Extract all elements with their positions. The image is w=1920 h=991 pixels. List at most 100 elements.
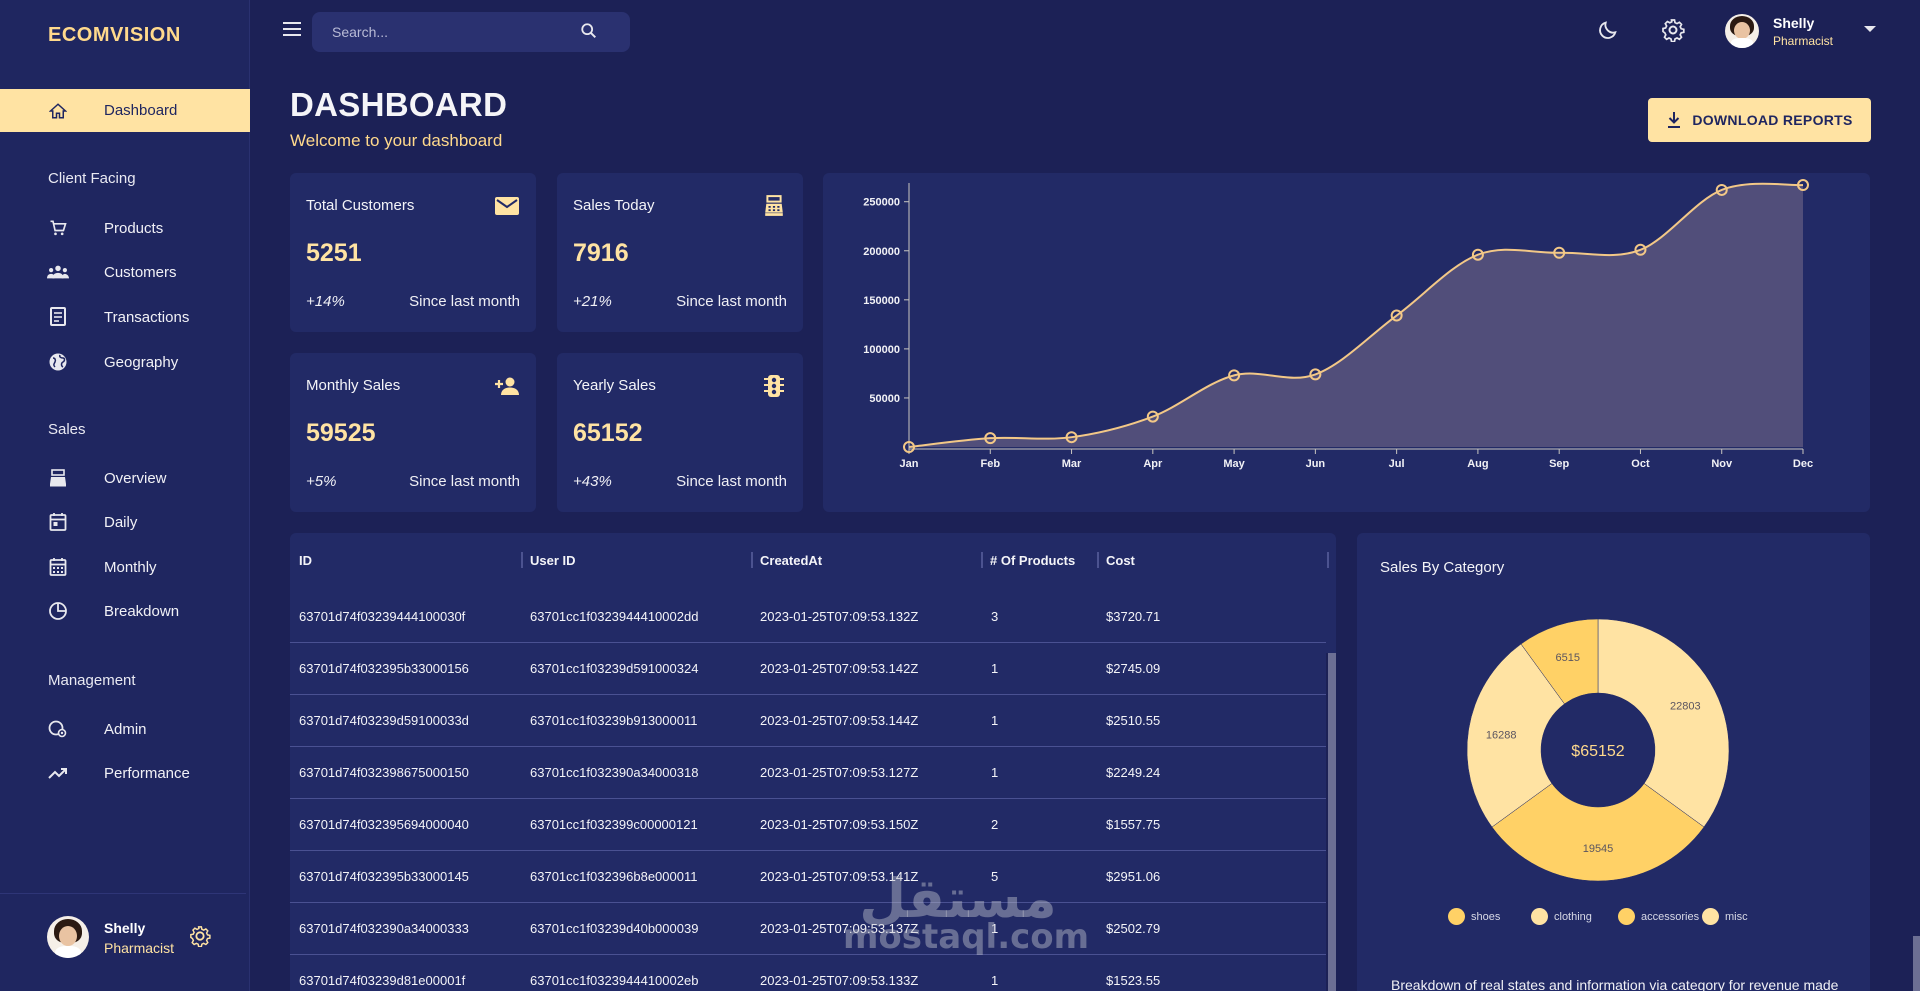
table-row[interactable]: 63701d74f03239d81e00001f 63701cc1f032394… [290, 955, 1326, 991]
receipt-icon [47, 306, 69, 328]
cell-products: 1 [991, 661, 999, 676]
search-input[interactable] [332, 22, 572, 42]
table-row[interactable]: 63701d74f032390a34000333 63701cc1f03239d… [290, 903, 1326, 955]
data-point [1309, 368, 1322, 381]
user-menu[interactable]: Shelly Pharmacist [1725, 14, 1876, 48]
sidebar-item-label: Transactions [104, 308, 190, 326]
legend-item-accessories[interactable]: accessories [1618, 908, 1699, 925]
column-separator[interactable] [1097, 552, 1099, 568]
column-header-created-at[interactable]: CreatedAt [760, 553, 823, 568]
table-row[interactable]: 63701d74f032395b33000145 63701cc1f032396… [290, 851, 1326, 903]
cell-id: 63701d74f032395694000040 [299, 817, 469, 832]
legend-item-misc[interactable]: misc [1702, 908, 1748, 925]
column-separator[interactable] [751, 552, 753, 568]
column-separator[interactable] [1327, 552, 1329, 568]
calendar-day-icon [47, 511, 69, 533]
cell-products: 1 [991, 765, 999, 780]
cell-id: 63701d74f032395b33000156 [299, 661, 469, 676]
column-header-cost[interactable]: Cost [1106, 553, 1135, 568]
cell-cost: $2951.06 [1106, 869, 1161, 884]
sidebar-item-performance[interactable]: Performance [0, 753, 250, 793]
data-point [1715, 183, 1728, 196]
table-row[interactable]: 63701d74f03239d59100033d 63701cc1f03239b… [290, 695, 1326, 747]
dark-mode-icon[interactable] [1596, 18, 1620, 42]
slice-misc [1466, 643, 1565, 828]
stat-change: +21% [573, 293, 612, 310]
globe-icon [47, 351, 69, 373]
data-point [1390, 309, 1403, 322]
sidebar-item-geography[interactable]: Geography [0, 342, 250, 382]
stat-card-yearly-sales: Yearly Sales 65152 +43% Since last month [557, 353, 803, 512]
table-row[interactable]: 63701d74f03239444100030f 63701cc1f032394… [290, 591, 1326, 643]
stat-value: 65152 [573, 419, 643, 447]
stat-change: +43% [573, 473, 612, 490]
cell-created-at: 2023-01-25T07:09:53.141Z [760, 869, 919, 884]
chevron-down-icon[interactable] [1864, 26, 1876, 32]
column-header-id[interactable]: ID [299, 553, 312, 568]
stat-title: Total Customers [306, 197, 415, 214]
cell-user-id: 63701cc1f032399c00000121 [530, 817, 698, 832]
home-icon [47, 100, 69, 122]
admin-icon [47, 718, 69, 740]
user-role: Pharmacist [104, 940, 175, 956]
sidebar-item-customers[interactable]: Customers [0, 252, 250, 292]
brand-logo[interactable]: ECOMVISION [48, 24, 181, 46]
cell-id: 63701d74f03239d81e00001f [299, 973, 466, 988]
table-row[interactable]: 63701d74f032395694000040 63701cc1f032399… [290, 799, 1326, 851]
y-tick-label: 250000 [863, 197, 900, 209]
slice-clothing [1597, 618, 1730, 828]
column-separator[interactable] [521, 552, 523, 568]
x-tick-label: Dec [1793, 458, 1813, 470]
settings-gear-icon[interactable] [1661, 18, 1685, 42]
column-header-products[interactable]: # Of Products [990, 553, 1076, 568]
sidebar-item-breakdown[interactable]: Breakdown [0, 591, 250, 631]
sidebar-item-monthly[interactable]: Monthly [0, 547, 250, 587]
page-scrollbar-thumb[interactable] [1913, 936, 1920, 991]
x-tick-label: Oct [1631, 458, 1650, 470]
table-scrollbar-thumb[interactable] [1328, 653, 1336, 991]
table-row[interactable]: 63701d74f032395b33000156 63701cc1f03239d… [290, 643, 1326, 695]
stat-card-total-customers: Total Customers 5251 +14% Since last mon… [290, 173, 536, 332]
column-header-user-id[interactable]: User ID [530, 553, 576, 568]
sidebar-item-products[interactable]: Products [0, 208, 250, 248]
download-reports-button[interactable]: DOWNLOAD REPORTS [1648, 98, 1871, 142]
cell-user-id: 63701cc1f032390a34000318 [530, 765, 699, 780]
sidebar-item-transactions[interactable]: Transactions [0, 297, 250, 337]
cell-created-at: 2023-01-25T07:09:53.132Z [760, 609, 919, 624]
y-tick-label: 100000 [863, 344, 900, 356]
sidebar-item-dashboard[interactable]: Dashboard [0, 89, 250, 132]
user-name: Shelly [1773, 15, 1815, 31]
point-of-sale-icon [761, 193, 787, 219]
legend-item-clothing[interactable]: clothing [1531, 908, 1592, 925]
stat-value: 7916 [573, 239, 629, 267]
page-subtitle: Welcome to your dashboard [290, 131, 503, 150]
x-tick-label: Jun [1306, 458, 1326, 470]
data-point [1471, 248, 1484, 261]
sidebar-item-overview[interactable]: Overview [0, 458, 250, 498]
watermark-arabic: مستقل [859, 867, 1057, 930]
sidebar-user-profile[interactable]: Shelly Pharmacist [47, 916, 211, 958]
sidebar-item-admin[interactable]: Admin [0, 709, 250, 749]
slice-label: 22803 [1670, 701, 1701, 713]
table-row[interactable]: 63701d74f032398675000150 63701cc1f032390… [290, 747, 1326, 799]
download-icon [1668, 112, 1681, 128]
stat-title: Yearly Sales [573, 377, 656, 394]
search-icon[interactable] [580, 22, 598, 45]
y-tick-label: 50000 [869, 393, 900, 405]
legend-item-shoes[interactable]: shoes [1448, 908, 1500, 925]
data-point [1797, 179, 1809, 192]
gear-icon[interactable] [189, 925, 211, 952]
legend-label: clothing [1554, 910, 1592, 923]
sales-by-category-panel: Sales By Category 22803 19545 16288 6515 $65… [1357, 533, 1870, 991]
pie-title: Sales By Category [1380, 559, 1505, 576]
data-point [1634, 243, 1647, 256]
avatar [1725, 14, 1759, 48]
column-separator[interactable] [981, 552, 983, 568]
section-client-facing: Client Facing [48, 170, 136, 187]
menu-toggle-button[interactable] [283, 22, 301, 36]
sidebar-item-daily[interactable]: Daily [0, 502, 250, 542]
stat-change: +14% [306, 293, 345, 310]
sidebar-item-label: Customers [104, 263, 177, 281]
cell-user-id: 63701cc1f03239d40b000039 [530, 921, 699, 936]
sidebar-item-label: Admin [104, 720, 147, 738]
